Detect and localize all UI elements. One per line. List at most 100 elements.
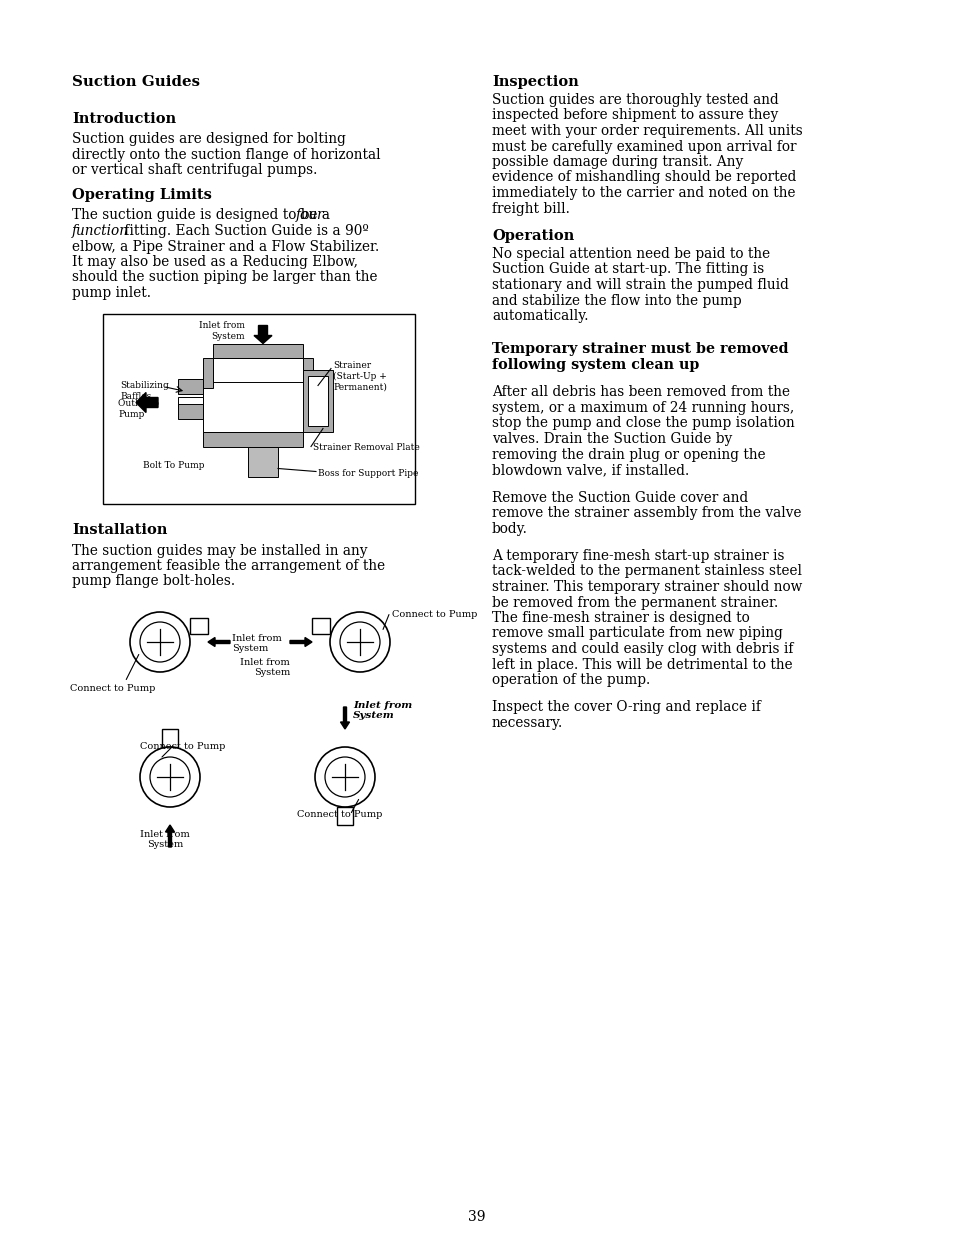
Ellipse shape xyxy=(339,622,379,662)
Text: remove small particulate from new piping: remove small particulate from new piping xyxy=(492,626,782,641)
Text: following system clean up: following system clean up xyxy=(492,358,699,372)
FancyArrow shape xyxy=(290,637,312,646)
Text: Operating Limits: Operating Limits xyxy=(71,189,212,203)
Text: Operation: Operation xyxy=(492,228,574,243)
Text: Outlet to
Pump: Outlet to Pump xyxy=(118,399,159,419)
Bar xyxy=(308,375,328,426)
Text: Inspection: Inspection xyxy=(492,75,578,89)
Bar xyxy=(203,357,213,388)
Text: four-: four- xyxy=(295,209,329,222)
Text: Inlet from
System: Inlet from System xyxy=(240,658,290,678)
Text: Boss for Support Pipe: Boss for Support Pipe xyxy=(317,468,418,478)
Text: pump flange bolt-holes.: pump flange bolt-holes. xyxy=(71,574,234,589)
FancyArrow shape xyxy=(136,393,158,412)
Text: After all debris has been removed from the: After all debris has been removed from t… xyxy=(492,385,789,399)
Bar xyxy=(312,618,330,634)
Bar xyxy=(203,431,303,447)
Text: evidence of mishandling should be reported: evidence of mishandling should be report… xyxy=(492,170,796,184)
Text: Connect to Pump: Connect to Pump xyxy=(140,742,225,751)
Text: The fine-mesh strainer is designed to: The fine-mesh strainer is designed to xyxy=(492,611,749,625)
Bar xyxy=(213,357,303,388)
Ellipse shape xyxy=(314,747,375,806)
Bar xyxy=(303,357,313,388)
Bar xyxy=(178,396,203,409)
Text: tack-welded to the permanent stainless steel: tack-welded to the permanent stainless s… xyxy=(492,564,801,578)
Text: removing the drain plug or opening the: removing the drain plug or opening the xyxy=(492,447,765,462)
Text: Installation: Installation xyxy=(71,524,167,537)
Text: Introduction: Introduction xyxy=(71,112,176,126)
Text: The suction guide is designed to be a: The suction guide is designed to be a xyxy=(71,209,334,222)
Text: should the suction piping be larger than the: should the suction piping be larger than… xyxy=(71,270,377,284)
Ellipse shape xyxy=(140,622,180,662)
Text: Inlet from
System: Inlet from System xyxy=(353,701,412,720)
Text: remove the strainer assembly from the valve: remove the strainer assembly from the va… xyxy=(492,506,801,520)
Text: automatically.: automatically. xyxy=(492,309,588,324)
Text: Strainer
(Start-Up +
Permanent): Strainer (Start-Up + Permanent) xyxy=(333,362,387,391)
Text: Inspect the cover O-ring and replace if: Inspect the cover O-ring and replace if xyxy=(492,700,760,715)
Bar xyxy=(178,378,203,394)
Text: blowdown valve, if installed.: blowdown valve, if installed. xyxy=(492,463,688,477)
Text: must be carefully examined upon arrival for: must be carefully examined upon arrival … xyxy=(492,140,796,153)
FancyArrow shape xyxy=(253,326,272,343)
Text: Bolt To Pump: Bolt To Pump xyxy=(143,462,204,471)
Ellipse shape xyxy=(330,613,390,672)
Bar xyxy=(213,343,303,357)
Text: Suction guides are designed for bolting: Suction guides are designed for bolting xyxy=(71,132,346,146)
FancyArrow shape xyxy=(165,825,174,847)
Text: and stabilize the flow into the pump: and stabilize the flow into the pump xyxy=(492,294,740,308)
Text: necessary.: necessary. xyxy=(492,716,562,730)
Text: Remove the Suction Guide cover and: Remove the Suction Guide cover and xyxy=(492,490,747,505)
FancyArrow shape xyxy=(208,637,230,646)
Ellipse shape xyxy=(325,757,365,797)
FancyArrow shape xyxy=(340,706,349,729)
Text: stop the pump and close the pump isolation: stop the pump and close the pump isolati… xyxy=(492,416,794,431)
Text: pump inlet.: pump inlet. xyxy=(71,287,151,300)
Ellipse shape xyxy=(150,757,190,797)
Bar xyxy=(336,806,353,825)
Bar xyxy=(190,618,208,634)
Ellipse shape xyxy=(130,613,190,672)
Text: Inlet from
System: Inlet from System xyxy=(199,321,245,341)
Bar xyxy=(203,382,303,431)
Text: system, or a maximum of 24 running hours,: system, or a maximum of 24 running hours… xyxy=(492,401,794,415)
Text: A temporary fine-mesh start-up strainer is: A temporary fine-mesh start-up strainer … xyxy=(492,550,783,563)
Text: possible damage during transit. Any: possible damage during transit. Any xyxy=(492,156,742,169)
Text: Suction Guide at start-up. The fitting is: Suction Guide at start-up. The fitting i… xyxy=(492,263,763,277)
Text: valves. Drain the Suction Guide by: valves. Drain the Suction Guide by xyxy=(492,432,732,446)
Bar xyxy=(162,729,178,747)
Text: directly onto the suction flange of horizontal: directly onto the suction flange of hori… xyxy=(71,147,380,162)
Bar xyxy=(103,314,415,504)
Text: Connect to Pump: Connect to Pump xyxy=(392,610,476,619)
Text: or vertical shaft centrifugal pumps.: or vertical shaft centrifugal pumps. xyxy=(71,163,317,177)
Text: elbow, a Pipe Strainer and a Flow Stabilizer.: elbow, a Pipe Strainer and a Flow Stabil… xyxy=(71,240,379,253)
Text: Strainer Removal Plate: Strainer Removal Plate xyxy=(313,443,419,452)
Text: body.: body. xyxy=(492,521,527,536)
Text: function: function xyxy=(71,224,129,238)
Text: Stabilizing
Baffles: Stabilizing Baffles xyxy=(120,382,169,401)
Text: No special attention need be paid to the: No special attention need be paid to the xyxy=(492,247,769,261)
Text: It may also be used as a Reducing Elbow,: It may also be used as a Reducing Elbow, xyxy=(71,254,357,269)
Ellipse shape xyxy=(140,747,200,806)
Text: inspected before shipment to assure they: inspected before shipment to assure they xyxy=(492,109,778,122)
Text: Suction guides are thoroughly tested and: Suction guides are thoroughly tested and xyxy=(492,93,778,107)
Text: Suction Guides: Suction Guides xyxy=(71,75,200,89)
Text: be removed from the permanent strainer.: be removed from the permanent strainer. xyxy=(492,595,778,610)
Text: .: . xyxy=(655,358,659,372)
Text: immediately to the carrier and noted on the: immediately to the carrier and noted on … xyxy=(492,186,795,200)
Text: Connect to Pump: Connect to Pump xyxy=(70,684,155,693)
Text: Connect to Pump: Connect to Pump xyxy=(297,810,382,819)
Text: Inlet from
System: Inlet from System xyxy=(140,830,190,848)
Text: arrangement feasible the arrangement of the: arrangement feasible the arrangement of … xyxy=(71,559,385,573)
Text: The suction guides may be installed in any: The suction guides may be installed in a… xyxy=(71,543,367,557)
Bar xyxy=(178,404,203,419)
Bar xyxy=(303,369,333,431)
Text: Temporary strainer must be removed: Temporary strainer must be removed xyxy=(492,342,788,357)
Text: Inlet from
System: Inlet from System xyxy=(232,634,281,653)
Text: operation of the pump.: operation of the pump. xyxy=(492,673,650,687)
Text: meet with your order requirements. All units: meet with your order requirements. All u… xyxy=(492,124,801,138)
Bar xyxy=(248,447,277,477)
Text: strainer. This temporary strainer should now: strainer. This temporary strainer should… xyxy=(492,580,801,594)
Text: 39: 39 xyxy=(468,1210,485,1224)
Text: left in place. This will be detrimental to the: left in place. This will be detrimental … xyxy=(492,657,792,672)
Text: fitting. Each Suction Guide is a 90º: fitting. Each Suction Guide is a 90º xyxy=(120,224,369,238)
